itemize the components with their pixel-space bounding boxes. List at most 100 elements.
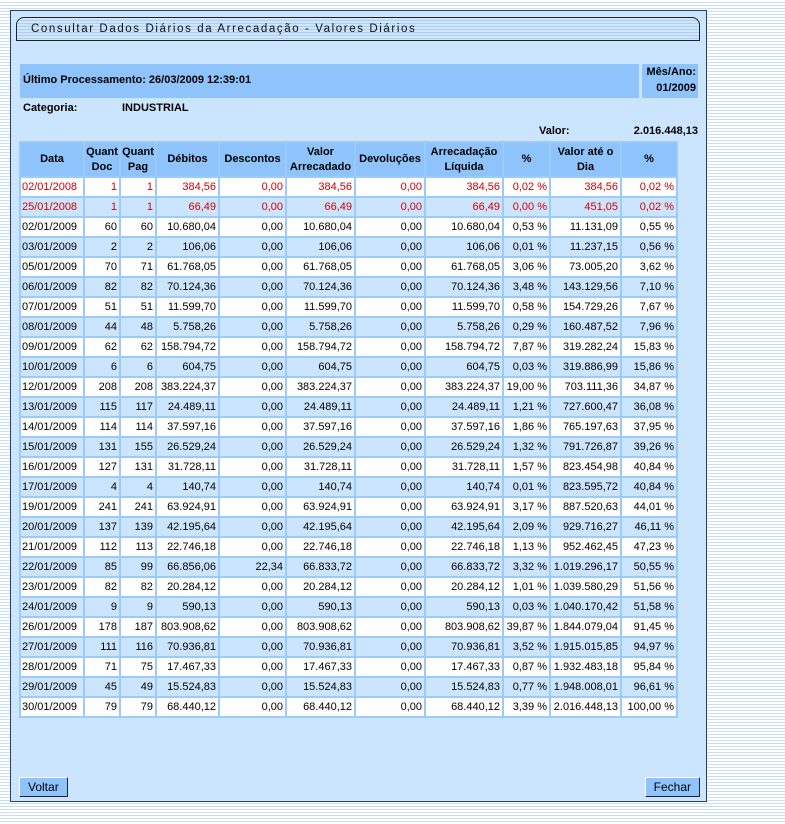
cell-arrecadacao-liquida: 590,13 [426,598,502,616]
cell-arrecadacao-liquida: 803.908,62 [426,618,502,636]
cell-quant-pag: 114 [121,418,155,436]
cell-data: 17/01/2009 [21,478,83,496]
last-processing-text: Último Processamento: 26/03/2009 12:39:0… [23,74,252,86]
cell-valor-arrecadado: 15.524,83 [287,678,354,696]
cell-data: 21/01/2009 [21,538,83,556]
cell-percent: 39,87 % [504,618,549,636]
cell-arrecadacao-liquida: 604,75 [426,358,502,376]
table-row: 19/01/2009 241 241 63.924,91 0,00 63.924,91 0,… [21,498,676,516]
cell-quant-doc: 1 [85,198,119,216]
cell-arrecadacao-liquida: 20.284,12 [426,578,502,596]
table-row: 10/01/2009 6 6 604,75 0,00 604,75 0,00 604,75 0,… [21,358,676,376]
cell-valor-ate-dia: 11.131,09 [551,218,620,236]
cell-descontos: 0,00 [220,238,285,256]
cell-percent: 0,01 % [504,238,549,256]
cell-valor-ate-dia: 143.129,56 [551,278,620,296]
cell-quant-doc: 82 [85,578,119,596]
cell-quant-doc: 208 [85,378,119,396]
cell-quant-pag: 49 [121,678,155,696]
cell-descontos: 0,00 [220,598,285,616]
cell-arrecadacao-liquida: 42.195,64 [426,518,502,536]
table-row: 29/01/2009 45 49 15.524,83 0,00 15.524,83 0,00… [21,678,676,696]
cell-devolucoes: 0,00 [356,398,424,416]
page-title: Consultar Dados Diários da Arrecadação -… [31,23,417,35]
cell-devolucoes: 0,00 [356,338,424,356]
cell-descontos: 0,00 [220,578,285,596]
cell-quant-doc: 82 [85,278,119,296]
cell-quant-pag: 4 [121,478,155,496]
month-year-box: Mês/Ano: 01/2009 [642,64,698,98]
cell-debitos: 10.680,04 [157,218,218,236]
cell-descontos: 0,00 [220,298,285,316]
cell-percent: 3,32 % [504,558,549,576]
cell-quant-doc: 114 [85,418,119,436]
cell-quant-doc: 112 [85,538,119,556]
table-row: 20/01/2009 137 139 42.195,64 0,00 42.195,64 0,… [21,518,676,536]
cell-valor-arrecadado: 803.908,62 [287,618,354,636]
cell-debitos: 66.856,06 [157,558,218,576]
cell-data: 16/01/2009 [21,458,83,476]
cell-valor-ate-dia: 319.886,99 [551,358,620,376]
cell-percent: 0,87 % [504,658,549,676]
cell-percent-acumulado: 51,56 % [622,578,676,596]
cell-arrecadacao-liquida: 61.768,05 [426,258,502,276]
cell-arrecadacao-liquida: 10.680,04 [426,218,502,236]
cell-data: 02/01/2009 [21,218,83,236]
table-row: 02/01/2008 1 1 384,56 0,00 384,56 0,00 384,56 0,… [21,178,676,196]
table-row: 17/01/2009 4 4 140,74 0,00 140,74 0,00 140,74 0,… [21,478,676,496]
cell-quant-doc: 44 [85,318,119,336]
cell-percent-acumulado: 0,56 % [622,238,676,256]
cell-valor-ate-dia: 1.948.008,01 [551,678,620,696]
voltar-button[interactable]: Voltar [19,777,68,797]
cell-data: 22/01/2009 [21,558,83,576]
column-header-percent: % [504,143,549,176]
table-row: 27/01/2009 111 116 70.936,81 0,00 70.936,81 0,… [21,638,676,656]
cell-quant-pag: 117 [121,398,155,416]
cell-valor-arrecadado: 604,75 [287,358,354,376]
cell-percent-acumulado: 40,84 % [622,458,676,476]
cell-percent: 0,58 % [504,298,549,316]
cell-quant-pag: 155 [121,438,155,456]
cell-quant-doc: 178 [85,618,119,636]
cell-descontos: 0,00 [220,178,285,196]
cell-data: 24/01/2009 [21,598,83,616]
cell-devolucoes: 0,00 [356,538,424,556]
cell-quant-pag: 116 [121,638,155,656]
cell-debitos: 70.124,36 [157,278,218,296]
month-year-label: Mês/Ano: [646,66,697,78]
cell-quant-doc: 62 [85,338,119,356]
cell-debitos: 17.467,33 [157,658,218,676]
cell-debitos: 604,75 [157,358,218,376]
cell-quant-pag: 139 [121,518,155,536]
table-row: 30/01/2009 79 79 68.440,12 0,00 68.440,12 0,00… [21,698,676,716]
cell-descontos: 0,00 [220,658,285,676]
cell-descontos: 0,00 [220,378,285,396]
cell-percent: 0,29 % [504,318,549,336]
cell-percent-acumulado: 7,10 % [622,278,676,296]
cell-data: 02/01/2008 [21,178,83,196]
cell-debitos: 66,49 [157,198,218,216]
cell-devolucoes: 0,00 [356,658,424,676]
fechar-button[interactable]: Fechar [644,777,700,797]
cell-percent: 1,57 % [504,458,549,476]
cell-valor-ate-dia: 952.462,45 [551,538,620,556]
cell-debitos: 158.794,72 [157,338,218,356]
cell-debitos: 140,74 [157,478,218,496]
cell-valor-ate-dia: 929.716,27 [551,518,620,536]
cell-quant-doc: 71 [85,658,119,676]
cell-quant-pag: 99 [121,558,155,576]
cell-percent-acumulado: 15,86 % [622,358,676,376]
cell-devolucoes: 0,00 [356,218,424,236]
cell-quant-pag: 75 [121,658,155,676]
cell-quant-doc: 2 [85,238,119,256]
cell-debitos: 42.195,64 [157,518,218,536]
cell-percent: 19,00 % [504,378,549,396]
cell-devolucoes: 0,00 [356,458,424,476]
cell-valor-arrecadado: 383.224,37 [287,378,354,396]
cell-valor-arrecadado: 20.284,12 [287,578,354,596]
total-value-label: Valor: [539,125,570,137]
cell-valor-arrecadado: 11.599,70 [287,298,354,316]
table-row: 02/01/2009 60 60 10.680,04 0,00 10.680,04 0,00… [21,218,676,236]
month-year-value: 01/2009 [656,82,696,94]
cell-valor-arrecadado: 66,49 [287,198,354,216]
